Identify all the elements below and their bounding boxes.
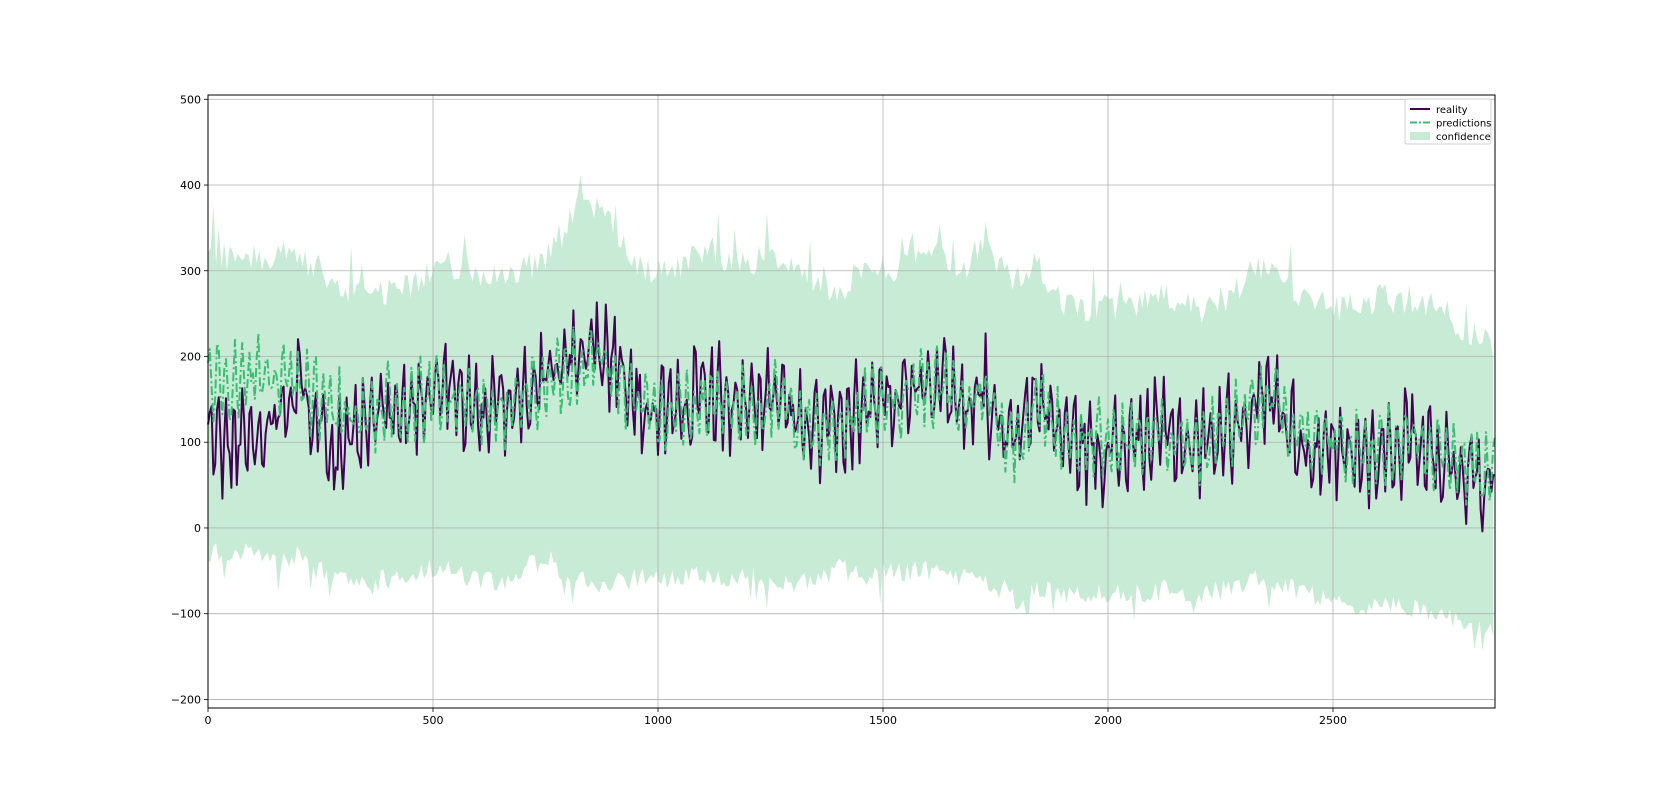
y-tick-label: 0 — [194, 522, 201, 535]
x-tick-label: 2000 — [1094, 714, 1122, 727]
y-tick-label: −200 — [171, 693, 201, 706]
y-tick-label: 500 — [180, 93, 201, 106]
x-tick-label: 0 — [205, 714, 212, 727]
legend: reality predictions confidence — [1404, 98, 1492, 145]
y-tick-label: 300 — [180, 265, 201, 278]
y-tick-label: −100 — [171, 608, 201, 621]
legend-label-predictions: predictions — [1436, 119, 1491, 130]
plot-area: 0 500 1000 1500 2000 2500 −200 −100 0 100 200 300 40… — [171, 93, 1496, 727]
x-tick-label: 1500 — [869, 714, 897, 727]
legend-swatch-confidence — [1410, 132, 1430, 140]
legend-label-confidence: confidence — [1436, 132, 1491, 143]
series-predictions — [207, 325, 1496, 506]
x-tick-label: 500 — [423, 714, 444, 727]
legend-label-reality: reality — [1436, 105, 1468, 116]
y-tick-label: 200 — [180, 350, 201, 363]
y-tick-label: 100 — [180, 436, 201, 449]
axes-frame — [207, 94, 1496, 709]
x-tick-label: 2500 — [1319, 714, 1347, 727]
x-tick-label: 1000 — [644, 714, 672, 727]
y-tick-label: 400 — [180, 179, 201, 192]
